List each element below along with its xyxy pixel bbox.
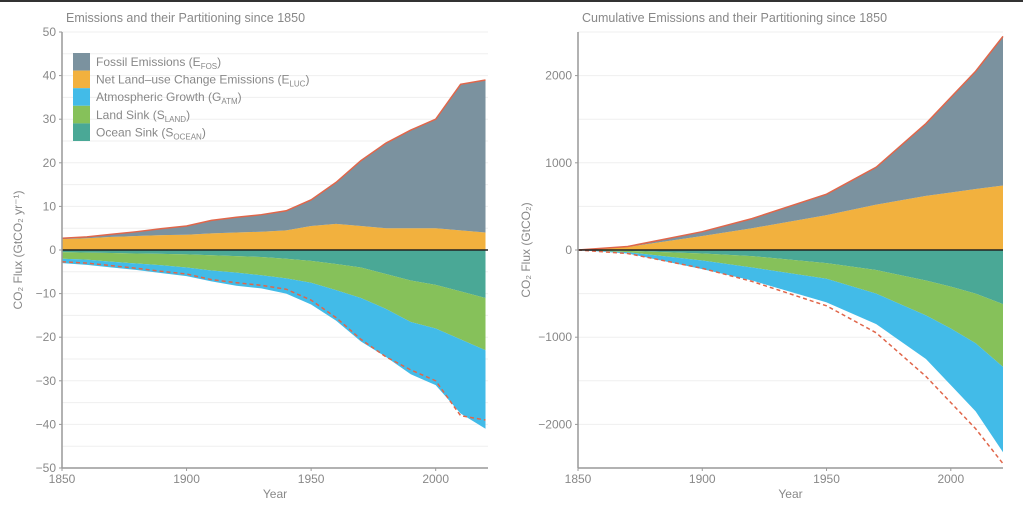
y-tick-label: 30 (43, 112, 57, 126)
legend-item-atm: Atmospheric Growth (GATM) (96, 90, 242, 106)
area-atm (578, 250, 1003, 453)
legend-label: Atmospheric Growth (G (96, 90, 221, 104)
legend-subscript: ATM (221, 97, 238, 106)
y-tick-label: 0 (565, 243, 572, 257)
x-axis-label: Year (263, 487, 287, 501)
area-fossil (578, 36, 1003, 250)
y-tick-label: 0 (49, 243, 56, 257)
x-tick-label: 1900 (689, 472, 716, 486)
legend-subscript: LAND (165, 115, 187, 124)
chart-1: 2000 1000 0 −1000 −2000 1850 1900 1950 2000 Cumul… (519, 11, 1004, 501)
y-tick-label: −20 (36, 330, 57, 344)
x-tick-label: 1950 (813, 472, 840, 486)
y-tick-label: −40 (36, 417, 57, 431)
y-axis-label: CO₂ Flux (GtCO₂) (519, 202, 533, 297)
y-tick-label: 20 (43, 156, 57, 170)
legend-label: Fossil Emissions (E (96, 55, 201, 69)
legend-item-fossil: Fossil Emissions (EFOS) (96, 55, 221, 71)
legend-swatch-fossil (73, 53, 90, 71)
total-sinks-dashed-line (61, 261, 486, 421)
legend-subscript: FOS (201, 62, 217, 71)
area-ocean (62, 250, 486, 298)
top-border (0, 0, 1023, 2)
legend-close: ) (202, 125, 206, 139)
y-axis-label: CO₂ Flux (GtCO₂ yr⁻¹) (11, 191, 25, 310)
legend-item-luc: Net Land–use Change Emissions (ELUC) (96, 73, 309, 89)
legend: Fossil Emissions (EFOS)Net Land–use Chan… (73, 53, 309, 141)
x-tick-label: 1850 (565, 472, 592, 486)
legend-subscript: LUC (289, 80, 305, 89)
y-tick-label: −2000 (538, 417, 572, 431)
x-tick-label: 1900 (173, 472, 200, 486)
legend-item-ocean: Ocean Sink (SOCEAN) (96, 125, 206, 141)
x-tick-label: 2000 (937, 472, 964, 486)
legend-swatch-land (73, 105, 90, 124)
legend-item-land: Land Sink (SLAND) (96, 108, 190, 124)
x-tick-label: 1950 (298, 472, 325, 486)
legend-close: ) (305, 73, 309, 87)
y-tick-label: −50 (36, 461, 57, 475)
area-land (578, 250, 1003, 367)
legend-label: Ocean Sink (S (96, 125, 173, 139)
chart-title: Cumulative Emissions and their Partition… (582, 11, 887, 25)
area-atm (62, 258, 486, 429)
y-tick-label: 50 (43, 25, 57, 39)
area-luc (62, 223, 486, 250)
chart-title: Emissions and their Partitioning since 1… (66, 11, 305, 25)
total-sinks-dashed-line (577, 249, 1004, 465)
x-tick-label: 1850 (49, 472, 76, 486)
y-tick-label: 1000 (545, 156, 572, 170)
legend-swatch-atm (73, 88, 90, 106)
area-ocean (578, 250, 1003, 305)
y-tick-label: 40 (43, 69, 57, 83)
y-tick-label: −30 (36, 374, 57, 388)
legend-label: Net Land–use Change Emissions (E (96, 73, 289, 87)
total-emissions-line (577, 35, 1004, 251)
total-emissions-line (61, 79, 486, 239)
legend-close: ) (217, 55, 221, 69)
legend-close: ) (238, 90, 242, 104)
legend-swatch-luc (73, 70, 90, 89)
area-fossil (62, 79, 486, 240)
area-luc (578, 185, 1003, 250)
x-axis-label: Year (778, 487, 802, 501)
legend-subscript: OCEAN (173, 132, 202, 141)
y-tick-label: −1000 (538, 330, 572, 344)
legend-close: ) (186, 108, 190, 122)
y-tick-label: 2000 (545, 69, 572, 83)
area-land (62, 252, 486, 351)
legend-swatch-ocean (73, 123, 90, 141)
y-tick-label: −10 (36, 287, 57, 301)
legend-label: Land Sink (S (96, 108, 165, 122)
x-tick-label: 2000 (422, 472, 449, 486)
y-tick-label: 10 (43, 199, 57, 213)
